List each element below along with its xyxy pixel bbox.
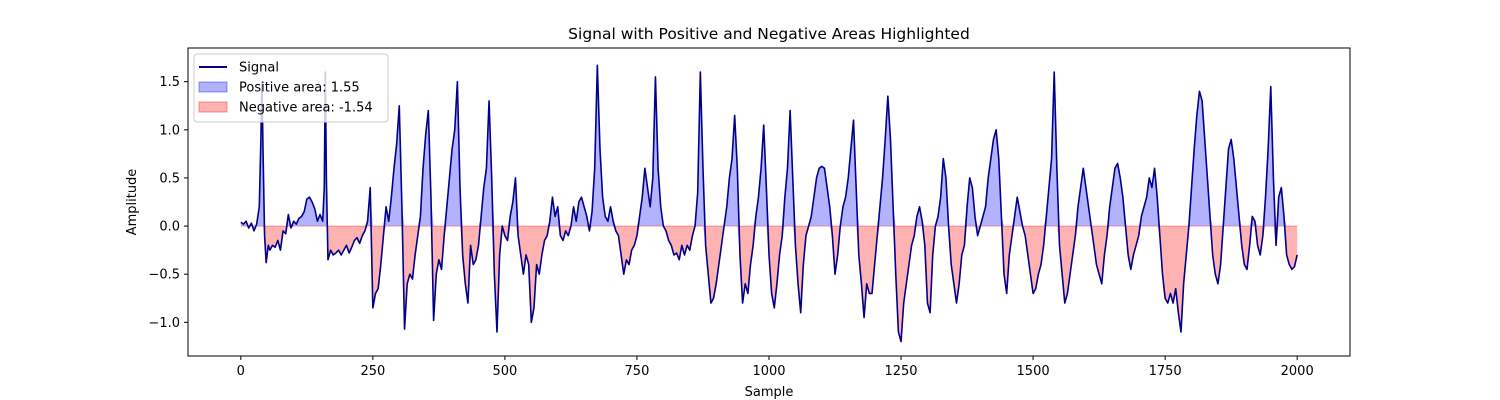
signal-line xyxy=(240,64,1298,343)
x-tick-label: 250 xyxy=(360,364,385,379)
y-tick-label: −1.0 xyxy=(148,316,180,331)
positive-area-fill xyxy=(240,65,1298,227)
legend-label: Signal xyxy=(239,61,279,76)
legend-box xyxy=(193,53,389,123)
area-fills xyxy=(240,65,1298,342)
legend: Signal Positive area: 1.55 Negative area: … xyxy=(193,53,389,123)
y-tick-label: 1.0 xyxy=(159,123,180,138)
x-axis-title: Sample xyxy=(745,385,794,400)
x-axis-ticks: 0 250 500 750 1000 1250 1500 1750 2000 xyxy=(237,356,1314,379)
x-tick-label: 1500 xyxy=(1017,364,1050,379)
y-axis-ticks: −1.0 −0.5 0.0 0.5 1.0 1.5 xyxy=(148,75,188,331)
y-axis-title: Amplitude xyxy=(125,169,140,236)
chart-title: Signal with Positive and Negative Areas … xyxy=(568,25,970,43)
legend-label: Negative area: -1.54 xyxy=(239,101,373,116)
y-tick-label: 1.5 xyxy=(159,75,180,90)
legend-label: Positive area: 1.55 xyxy=(239,81,360,96)
series-lines xyxy=(240,64,1298,343)
y-tick-label: 0.0 xyxy=(159,220,180,235)
x-tick-label: 750 xyxy=(625,364,650,379)
x-tick-label: 1000 xyxy=(752,364,785,379)
y-tick-label: −0.5 xyxy=(148,268,180,283)
legend-negative-swatch xyxy=(198,101,228,113)
legend-positive-swatch xyxy=(198,81,228,93)
x-tick-label: 0 xyxy=(237,364,245,379)
negative-area-fill xyxy=(240,226,1298,342)
x-tick-label: 2000 xyxy=(1281,364,1314,379)
x-tick-label: 500 xyxy=(492,364,517,379)
x-tick-label: 1750 xyxy=(1149,364,1182,379)
y-tick-label: 0.5 xyxy=(159,171,180,186)
x-tick-label: 1250 xyxy=(884,364,917,379)
